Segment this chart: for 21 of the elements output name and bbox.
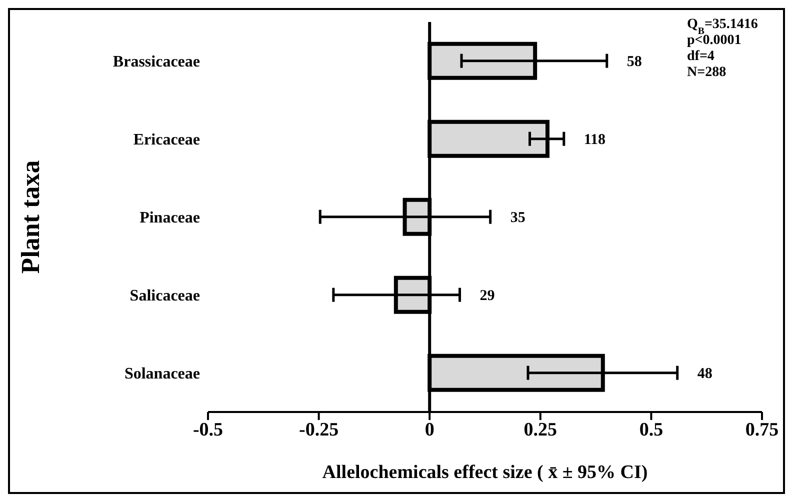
annotation: N=288 xyxy=(687,65,726,80)
annotation: 58 xyxy=(626,54,642,70)
y-tick-label: Ericaceae xyxy=(133,132,200,149)
x-tick-label: 0 xyxy=(424,419,434,440)
annotation: df=4 xyxy=(687,49,714,64)
annotation: 118 xyxy=(584,132,606,148)
annotation: p<0.0001 xyxy=(687,33,742,48)
x-tick-label: -0.5 xyxy=(192,419,224,440)
x-tick-label: -0.25 xyxy=(299,419,339,440)
x-axis-title: Allelochemicals effect size ( x̄ ± 95% CI) xyxy=(322,462,648,483)
y-tick-label: Salicaceae xyxy=(130,288,200,305)
y-tick-label: Pinaceae xyxy=(140,210,200,227)
x-tick-label: 0.75 xyxy=(745,419,779,440)
x-tick-label: 0.5 xyxy=(639,419,664,440)
x-tick-label: 0.25 xyxy=(524,419,558,440)
y-tick-label: Solanaceae xyxy=(124,366,200,383)
y-tick-label: Brassicaceae xyxy=(112,54,200,71)
annotation: 35 xyxy=(510,210,526,226)
y-axis-title: Plant taxa xyxy=(16,160,46,274)
annotation: 29 xyxy=(480,288,495,304)
annotation: 48 xyxy=(697,366,712,382)
